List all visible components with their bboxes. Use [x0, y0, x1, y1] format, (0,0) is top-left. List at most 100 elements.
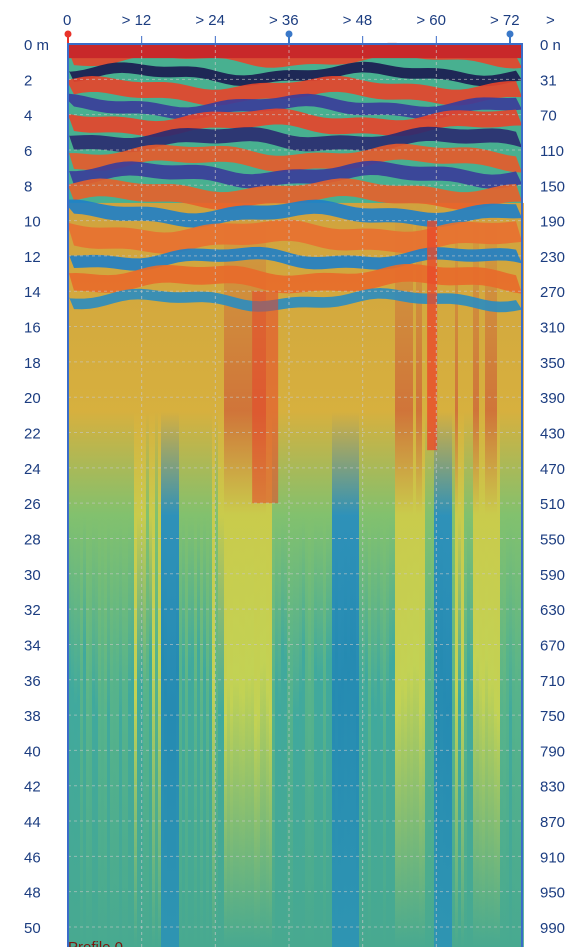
reflection-band [68, 75, 522, 106]
trace-column [164, 202, 167, 947]
y-tick-label-left: 46 [24, 849, 41, 866]
radargram-frame [67, 43, 523, 947]
trace-column [515, 202, 518, 947]
trace-column [206, 202, 209, 947]
trace-column [185, 202, 188, 947]
trace-column [233, 202, 236, 947]
y-tick-label-right: 0 n [540, 37, 561, 54]
trace-column [98, 202, 101, 947]
trace-column [116, 202, 119, 947]
trace-column [293, 202, 296, 947]
y-tick-label-left: 20 [24, 390, 41, 407]
trace-column [329, 202, 332, 947]
trace-column [494, 202, 497, 947]
trace-column [260, 202, 263, 947]
trace-column [299, 202, 302, 947]
trace-column [452, 202, 455, 947]
trace-column [491, 202, 494, 947]
trace-column [464, 202, 467, 947]
y-axis-right: 0 n 31 70 110 150 190 230 270 310 350 390 430 470 510… [540, 37, 565, 937]
radargram-traces [68, 202, 524, 947]
trace-column [278, 202, 281, 947]
y-tick-label-left: 32 [24, 602, 41, 619]
trace-column [110, 202, 113, 947]
trace-column [296, 202, 299, 947]
y-tick-label-right: 230 [540, 249, 565, 266]
trace-column [242, 202, 245, 947]
trace-column [512, 202, 515, 947]
trace-column [284, 202, 287, 947]
trace-column [188, 202, 191, 947]
trace-column [104, 202, 107, 947]
trace-column [158, 202, 161, 947]
x-tick-label: > 36 [269, 12, 299, 29]
trace-column [161, 202, 164, 947]
trace-column [458, 202, 461, 947]
y-tick-label-left: 6 [24, 143, 32, 160]
trace-column [518, 202, 521, 947]
trace-column [227, 202, 230, 947]
trace-column [479, 202, 482, 947]
trace-column [344, 202, 347, 947]
trace-column [221, 202, 224, 947]
trace-column [422, 202, 425, 947]
trace-column [431, 202, 434, 947]
trace-column [482, 202, 485, 947]
trace-column [362, 202, 365, 947]
trace-column [425, 202, 428, 947]
y-tick-label-right: 31 [540, 72, 557, 89]
trace-column [416, 202, 419, 947]
trace-column [347, 202, 350, 947]
trace-column [410, 202, 413, 947]
trace-column [392, 202, 395, 947]
trace-column [311, 202, 314, 947]
trace-column [380, 202, 383, 947]
y-tick-label-right: 270 [540, 284, 565, 301]
y-tick-label-right: 630 [540, 602, 565, 619]
y-tick-label-left: 36 [24, 673, 41, 690]
trace-column [137, 202, 140, 947]
y-tick-label-left: 44 [24, 814, 41, 831]
trace-column [404, 202, 407, 947]
trace-column [413, 202, 416, 947]
trace-column [371, 202, 374, 947]
y-tick-label-right: 910 [540, 849, 565, 866]
trace-column [485, 202, 488, 947]
y-tick-label-right: 670 [540, 637, 565, 654]
y-tick-label-left: 38 [24, 708, 41, 725]
trace-column [200, 202, 203, 947]
trace-column [194, 202, 197, 947]
trace-column [446, 202, 449, 947]
trace-column [239, 202, 242, 947]
trace-column [473, 202, 476, 947]
trace-column [263, 202, 266, 947]
trace-column [107, 202, 110, 947]
trace-column [419, 202, 422, 947]
x-tick-label: > 12 [122, 12, 152, 29]
trace-column [209, 202, 212, 947]
trace-column [368, 202, 371, 947]
trace-column [443, 202, 446, 947]
y-tick-label-right: 390 [540, 390, 565, 407]
x-marker-dot [64, 30, 72, 38]
trace-column [80, 202, 83, 947]
trace-column [134, 202, 137, 947]
trace-column [308, 202, 311, 947]
trace-column [440, 202, 443, 947]
reflection-band [68, 61, 522, 87]
trace-column [218, 202, 221, 947]
trace-column [77, 202, 80, 947]
trace-column [272, 202, 275, 947]
trace-column [191, 202, 194, 947]
y-tick-label-right: 70 [540, 108, 557, 125]
trace-column [74, 202, 77, 947]
trace-column [497, 202, 500, 947]
y-tick-label-right: 590 [540, 567, 565, 584]
trace-column [92, 202, 95, 947]
trace-column [83, 202, 86, 947]
reflection-band [68, 178, 522, 210]
surface-reflection [68, 44, 522, 59]
y-tick-label-right: 870 [540, 814, 565, 831]
trace-column [389, 202, 392, 947]
